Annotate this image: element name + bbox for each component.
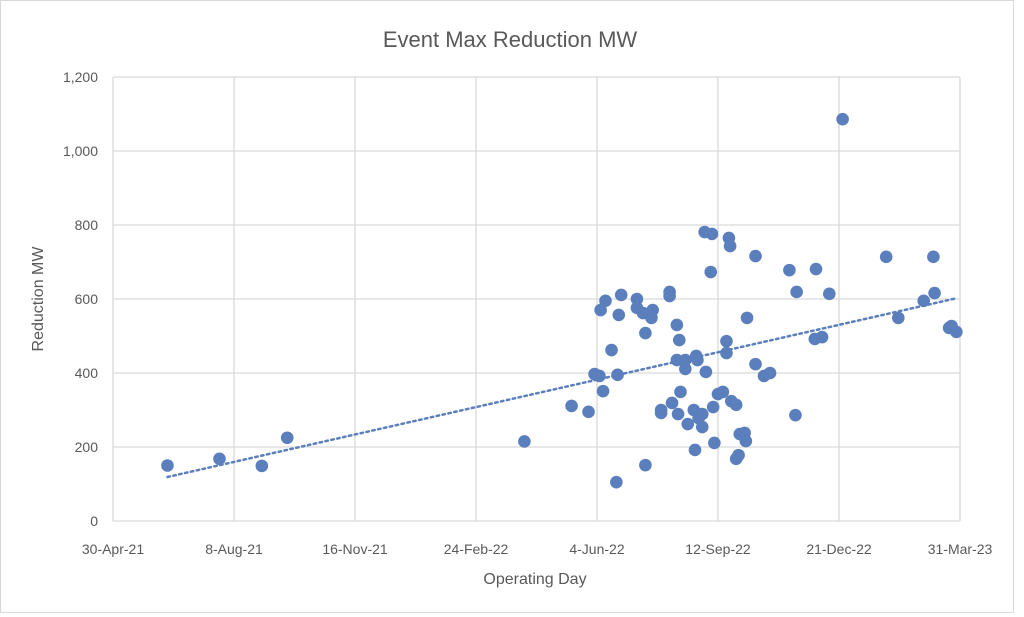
data-point [879, 250, 893, 264]
data-point [723, 239, 737, 253]
data-point [720, 334, 733, 348]
x-tick-label: 16-Nov-21 [322, 541, 388, 557]
data-point [699, 365, 713, 379]
data-point [665, 396, 679, 410]
data-point [836, 112, 849, 126]
data-point [679, 353, 692, 367]
y-tick-label: 400 [75, 365, 99, 381]
data-point [815, 330, 829, 344]
data-point [654, 406, 668, 420]
x-tick-label: 21-Dec-22 [806, 541, 872, 557]
x-tick-label: 12-Sep-22 [685, 541, 751, 557]
data-point [614, 288, 628, 302]
data-point [740, 311, 754, 325]
data-point [663, 289, 676, 303]
data-point [611, 368, 624, 382]
data-point [599, 294, 612, 308]
data-point [891, 311, 905, 325]
data-point [950, 325, 963, 339]
data-point [213, 452, 226, 466]
data-point [695, 407, 709, 421]
data-point [612, 308, 626, 322]
data-point [763, 366, 777, 380]
data-point [708, 436, 721, 450]
data-point [720, 346, 733, 360]
data-point [706, 400, 720, 414]
data-point [593, 369, 606, 383]
data-point [749, 249, 762, 263]
data-point [605, 343, 618, 357]
data-point [610, 475, 623, 489]
data-point [674, 385, 687, 399]
data-point [789, 408, 802, 422]
data-point [671, 407, 685, 421]
x-tick-label: 30-Apr-21 [82, 541, 144, 557]
trendline-group [166, 297, 958, 479]
trendline [166, 297, 958, 479]
data-point [927, 250, 940, 264]
data-point [646, 303, 659, 317]
data-point [630, 292, 644, 306]
x-tick-label: 31-Mar-23 [928, 541, 993, 557]
data-point [809, 262, 823, 276]
data-point [639, 458, 652, 472]
x-tick-labels: 30-Apr-21 8-Aug-21 16-Nov-21 24-Feb-22 4-Jun… [82, 541, 993, 557]
data-point [518, 435, 531, 448]
data-point [729, 398, 743, 412]
data-point [705, 227, 719, 241]
x-tick-label: 8-Aug-21 [205, 541, 263, 557]
data-point [739, 434, 753, 448]
data-point [783, 263, 796, 277]
data-point [280, 431, 294, 445]
data-points [161, 112, 963, 489]
data-point [594, 303, 607, 317]
data-point [790, 285, 803, 299]
data-point [823, 287, 836, 301]
data-point [582, 405, 595, 419]
data-point [732, 448, 745, 462]
data-point [716, 385, 730, 399]
data-point [255, 459, 269, 473]
data-point [679, 362, 692, 376]
y-tick-label: 1,000 [63, 143, 98, 159]
y-tick-label: 0 [90, 513, 98, 529]
x-axis-label: Operating Day [483, 571, 586, 588]
y-tick-labels: 0 200 400 600 800 1,000 1,200 [63, 69, 98, 529]
data-point [670, 318, 684, 332]
y-tick-label: 600 [75, 291, 99, 307]
data-point [928, 286, 941, 300]
data-point [691, 353, 704, 367]
y-tick-label: 800 [75, 217, 99, 233]
data-point [161, 459, 174, 472]
gridlines [112, 76, 961, 522]
data-point [917, 294, 930, 308]
data-point [695, 420, 709, 434]
data-point [672, 333, 686, 347]
data-point [704, 265, 718, 279]
y-tick-label: 1,200 [63, 69, 98, 85]
data-point [681, 417, 695, 431]
x-tick-label: 24-Feb-22 [444, 541, 509, 557]
chart-title: Event Max Reduction MW [383, 27, 638, 52]
data-point [565, 399, 578, 413]
data-point [639, 326, 652, 340]
data-point [688, 443, 702, 457]
y-tick-label: 200 [75, 439, 99, 455]
y-axis-label: Reduction MW [30, 246, 47, 352]
x-tick-label: 4-Jun-22 [569, 541, 624, 557]
data-point [749, 357, 762, 371]
data-point [596, 384, 610, 398]
